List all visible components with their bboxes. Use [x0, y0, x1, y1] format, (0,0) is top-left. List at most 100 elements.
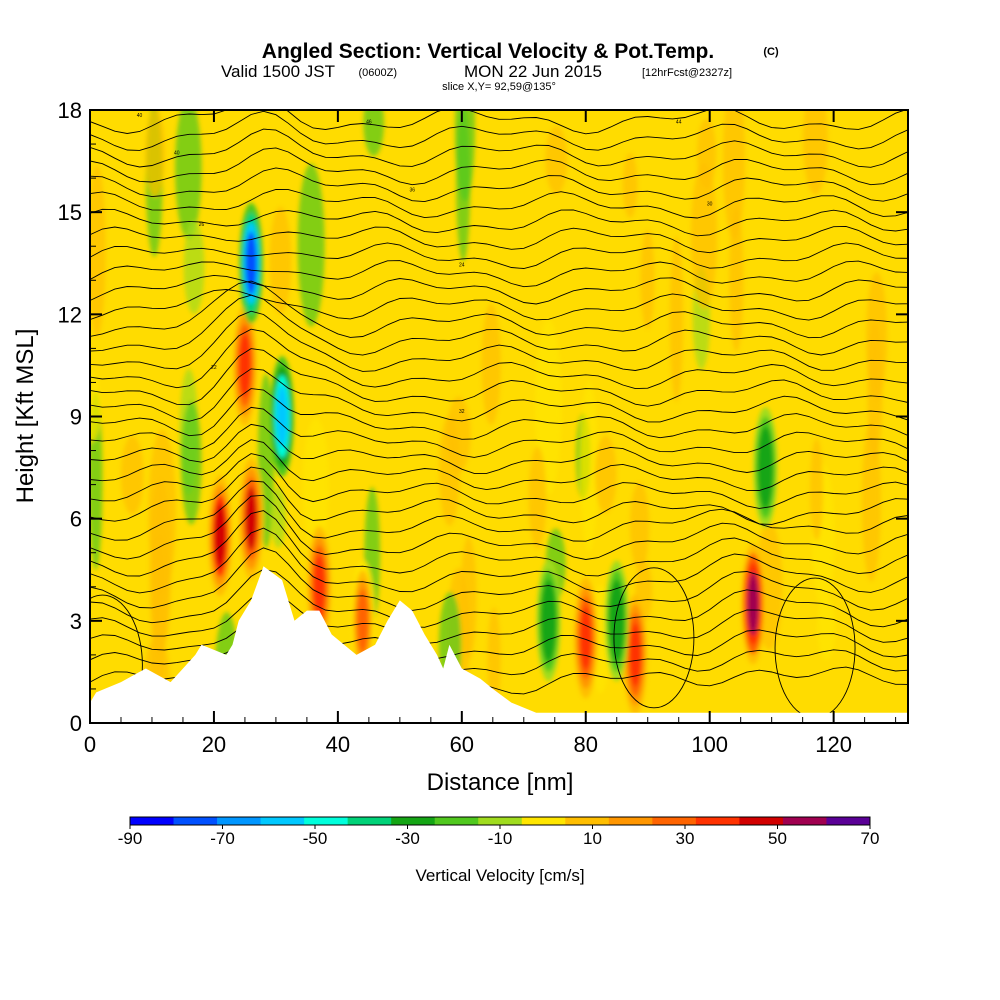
velocity-feature-updraft	[747, 572, 759, 636]
velocity-cell	[460, 536, 477, 660]
theta-contour	[90, 423, 908, 474]
theta-contour	[90, 568, 908, 628]
x-tick-label: 120	[815, 732, 852, 757]
theta-contour	[90, 547, 908, 611]
velocity-feature-downdraft	[276, 385, 288, 448]
colorbar-tick-label: -70	[210, 829, 235, 848]
y-tick-label: 12	[58, 302, 82, 327]
theta-contour	[90, 110, 907, 135]
velocity-cell	[630, 482, 650, 571]
title-unit: (C)	[763, 46, 779, 58]
theta-contour-labels: 40 46 44 40 36 30 26 24 22 32	[137, 113, 713, 415]
velocity-cell	[90, 165, 106, 337]
theta-contour	[90, 439, 908, 491]
subtitle-date: MON 22 Jun 2015	[464, 62, 602, 81]
colorbar-tick-label: -30	[395, 829, 420, 848]
theta-contour	[90, 289, 908, 321]
theta-contour	[90, 368, 908, 423]
velocity-cell	[439, 415, 460, 526]
velocity-cell	[697, 118, 717, 189]
velocity-cell	[861, 420, 881, 582]
x-tick-label: 20	[202, 732, 226, 757]
theta-contour-label: 32	[459, 409, 465, 415]
velocity-cell	[271, 487, 286, 548]
velocity-cell	[363, 110, 385, 157]
theta-contour	[90, 348, 908, 407]
velocity-cell	[183, 220, 205, 314]
theta-contour	[613, 567, 695, 709]
theta-contour	[90, 634, 908, 676]
x-tick-label: 40	[326, 732, 350, 757]
colorbar: -90 -70 -50 -30 -10 10 30 50 70	[118, 816, 880, 848]
subtitle-valid: Valid 1500 JST	[221, 62, 335, 81]
velocity-cell	[640, 229, 655, 330]
theta-contour-label: 26	[199, 222, 205, 228]
theta-contour	[90, 225, 908, 254]
theta-contour	[90, 242, 908, 269]
velocity-cell	[545, 126, 568, 194]
velocity-cell	[148, 429, 176, 595]
velocity-cell	[594, 435, 617, 513]
colorbar-tick-label: 70	[861, 829, 880, 848]
velocity-cell	[121, 436, 144, 515]
colorbar-swatch	[434, 817, 479, 825]
velocity-feature-updraft	[245, 487, 257, 551]
colorbar-swatch	[130, 817, 175, 825]
x-tick-label: 60	[450, 732, 474, 757]
theta-contour	[90, 147, 908, 186]
colorbar-swatch	[782, 817, 827, 825]
theta-contour-label: 40	[174, 150, 180, 156]
theta-contour	[90, 294, 908, 356]
velocity-cell	[690, 162, 718, 310]
theta-contour	[90, 208, 908, 237]
theta-contour	[90, 128, 908, 168]
colorbar-label: Vertical Velocity [cm/s]	[415, 866, 584, 885]
colorbar-tick-label: 30	[676, 829, 695, 848]
theta-contour	[90, 406, 908, 458]
theta-contour	[90, 274, 908, 305]
theta-contour	[90, 328, 908, 390]
y-tick-label: 15	[58, 200, 82, 225]
colorbar-swatch	[217, 817, 262, 825]
velocity-feature-updraft	[214, 504, 226, 568]
velocity-feature-downdraft	[542, 589, 555, 653]
theta-contour	[90, 167, 908, 203]
velocity-cell	[181, 401, 202, 525]
theta-contour	[90, 494, 908, 560]
colorbar-swatch	[521, 817, 566, 825]
colorbar-tick-label: -50	[303, 829, 328, 848]
theta-contour-label: 36	[409, 188, 415, 194]
colorbar-tick-label: -10	[488, 829, 513, 848]
velocity-cell	[866, 272, 888, 401]
colorbar-swatch	[826, 817, 871, 825]
velocity-cell	[297, 163, 325, 327]
velocity-feature-updraft	[629, 623, 641, 687]
velocity-field	[90, 110, 888, 723]
velocity-feature-updraft	[357, 589, 369, 653]
theta-contour	[90, 453, 908, 509]
colorbar-swatch	[608, 817, 653, 825]
x-tick-label: 80	[574, 732, 598, 757]
velocity-feature-downdraft	[245, 231, 257, 295]
theta-contour	[90, 388, 908, 440]
velocity-cell	[175, 110, 202, 240]
theta-contour-label: 40	[137, 113, 143, 119]
velocity-cell	[817, 596, 836, 661]
theta-contour	[90, 189, 908, 219]
colorbar-swatch	[347, 817, 392, 825]
y-tick-label: 6	[70, 507, 82, 532]
theta-contour	[90, 594, 143, 723]
theta-contour	[90, 110, 908, 151]
colorbar-swatch	[391, 817, 436, 825]
velocity-cell	[669, 236, 684, 402]
theta-contour	[90, 480, 908, 542]
theta-contour	[90, 591, 908, 645]
slice-label: slice X,Y= 92,59@135°	[442, 81, 556, 93]
velocity-feature-updraft	[313, 555, 325, 619]
subtitle-utc: (0600Z)	[358, 67, 397, 79]
colorbar-swatch	[260, 817, 305, 825]
chart-title: Angled Section: Vertical Velocity & Pot.…	[262, 40, 714, 63]
terrain	[90, 566, 908, 723]
